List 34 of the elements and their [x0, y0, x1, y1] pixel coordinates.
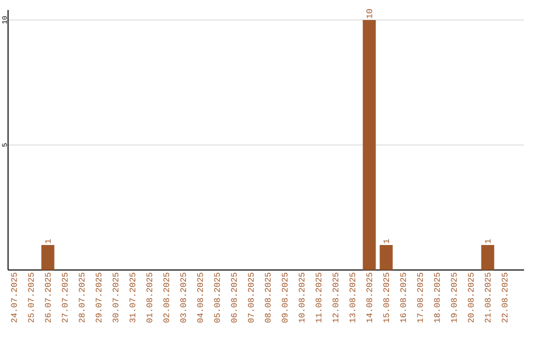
x-tick-label: 10.08.2025 [298, 272, 304, 322]
x-tick-label: 25.07.2025 [28, 272, 34, 322]
x-tick-label: 17.08.2025 [417, 272, 423, 322]
x-tick-label: 24.07.2025 [11, 272, 17, 322]
data-label: 1 [45, 239, 51, 244]
x-tick-label: 30.07.2025 [112, 272, 118, 322]
x-tick-label: 19.08.2025 [450, 272, 457, 322]
x-tick-label: 16.08.2025 [400, 272, 406, 322]
x-tick-label: 12.08.2025 [332, 272, 338, 322]
x-tick-label: 28.07.2025 [78, 272, 85, 322]
x-tick-label: 18.08.2025 [434, 272, 440, 322]
x-tick-label: 03.08.2025 [180, 272, 186, 322]
x-tick-label: 22.08.2025 [502, 272, 508, 322]
data-label: 10 [366, 9, 372, 18]
x-tick-label: 13.08.2025 [349, 272, 356, 322]
x-tick-label: 20.08.2025 [468, 272, 474, 322]
x-tick-label: 02.08.2025 [163, 272, 170, 322]
x-tick-label: 27.07.2025 [62, 272, 68, 322]
x-tick-label: 26.07.2025 [44, 272, 51, 322]
x-tick-label: 08.08.2025 [264, 272, 271, 322]
x-tick-label: 31.07.2025 [130, 272, 136, 322]
x-tick-label: 15.08.2025 [383, 272, 390, 322]
data-label: 1 [383, 239, 389, 244]
x-tick-label: 21.08.2025 [484, 272, 491, 322]
x-tick-label: 06.08.2025 [231, 272, 237, 322]
data-label: 1 [484, 239, 490, 244]
x-tick-label: 01.08.2025 [146, 272, 152, 322]
x-tick-label: 05.08.2025 [214, 272, 220, 322]
x-tick-label: 11.08.2025 [316, 272, 322, 322]
x-tick-label: 09.08.2025 [282, 272, 288, 322]
x-tick-label: 14.08.2025 [366, 272, 372, 322]
x-tick-label: 07.08.2025 [248, 272, 254, 322]
x-tick-label: 29.07.2025 [96, 272, 102, 322]
x-tick-label: 04.08.2025 [197, 272, 203, 322]
